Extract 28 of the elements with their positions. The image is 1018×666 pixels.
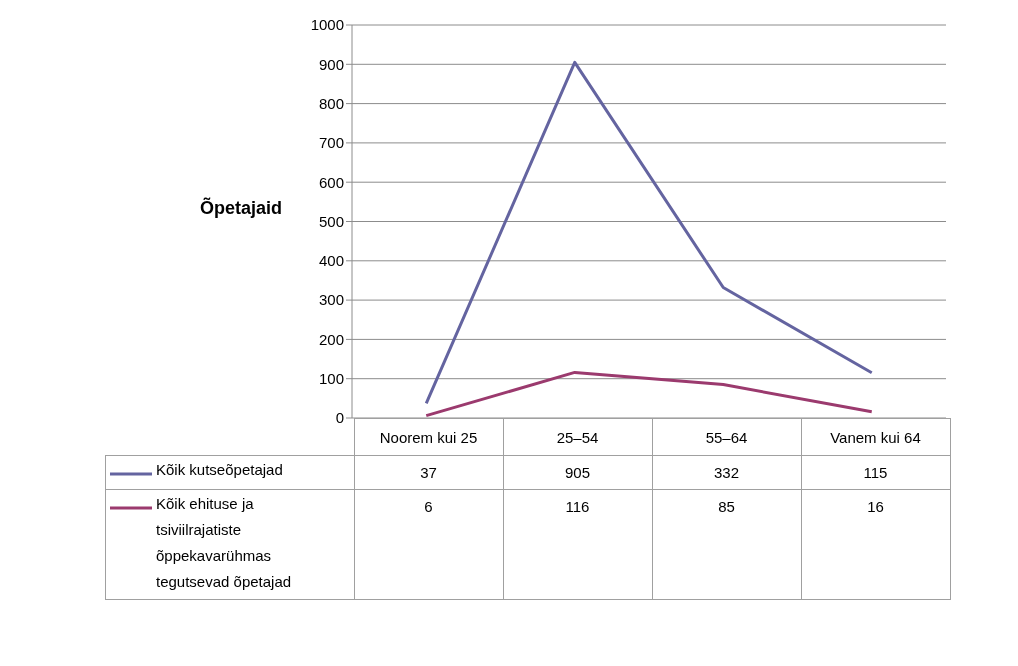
y-tick-label: 0 xyxy=(335,409,344,427)
x-tick-label: Noorem kui 25 xyxy=(354,418,503,456)
x-tick-label: Vanem kui 64 xyxy=(801,418,950,456)
data-label: 905 xyxy=(503,455,652,490)
data-label: 85 xyxy=(652,489,801,600)
x-tick-label: 25–54 xyxy=(503,418,652,456)
data-label: 116 xyxy=(503,489,652,600)
y-tick-label: 1000 xyxy=(310,16,344,34)
y-tick-label: 900 xyxy=(318,55,344,73)
y-tick-label: 300 xyxy=(318,291,344,309)
data-label: 332 xyxy=(652,455,801,490)
data-label: 115 xyxy=(801,455,950,490)
legend-label: Kõik kutseõpetajad xyxy=(156,460,283,480)
y-tick-label: 200 xyxy=(318,330,344,348)
y-axis-title: Õpetajaid xyxy=(200,198,283,219)
y-tick-label: 800 xyxy=(318,94,344,112)
y-tick-label: 500 xyxy=(318,212,344,230)
y-tick-label: 600 xyxy=(318,173,344,191)
y-tick-label: 100 xyxy=(318,370,344,388)
line-series xyxy=(424,60,874,405)
legend-label: Kõik ehituse ja tsiviilrajatiste õppekavarühmas tegutsevad õpetajad xyxy=(156,494,293,592)
y-tick-label: 700 xyxy=(318,134,344,152)
data-label: 37 xyxy=(354,455,503,490)
data-label: 6 xyxy=(354,489,503,600)
line-series xyxy=(424,370,874,418)
data-label: 16 xyxy=(801,489,950,600)
y-tick-label: 400 xyxy=(318,252,344,270)
x-tick-label: 55–64 xyxy=(652,418,801,456)
